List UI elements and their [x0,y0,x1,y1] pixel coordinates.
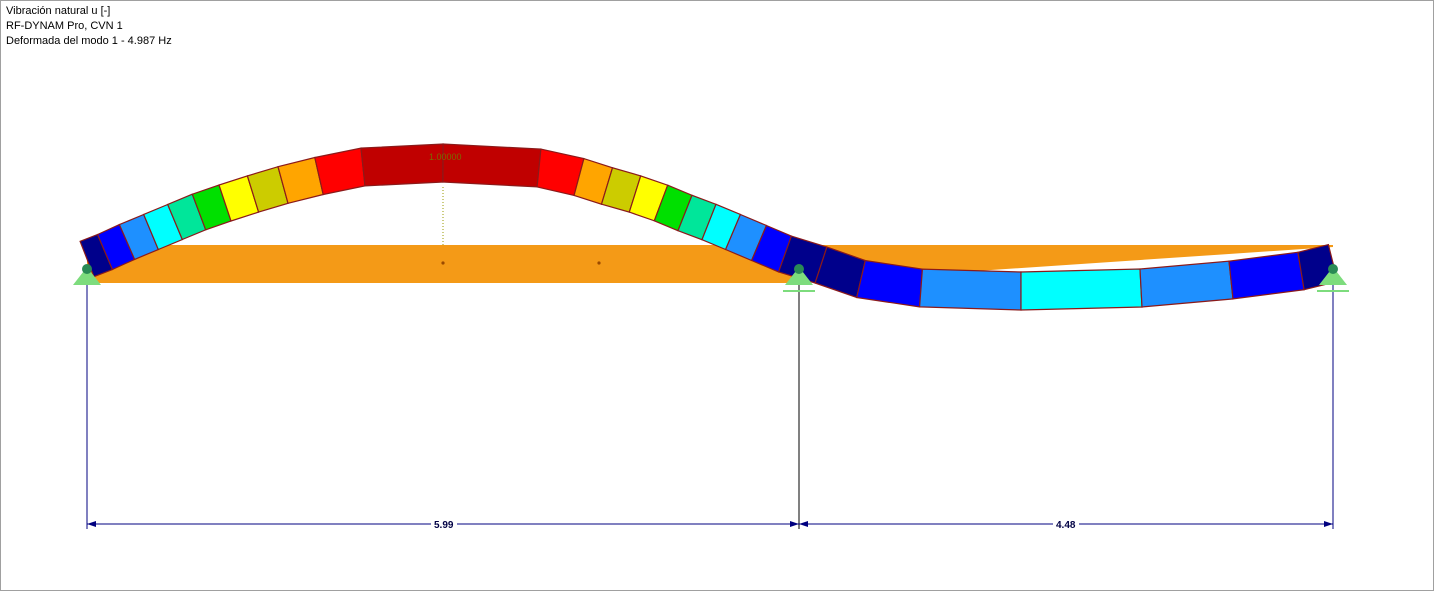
fe-node [441,261,445,265]
support-right[interactable] [1317,264,1349,292]
deformed-segment [855,259,924,308]
deformed-segment [1228,251,1305,300]
roller-support-icon [1319,267,1347,285]
support-middle[interactable] [783,264,815,292]
support-node-icon [794,264,804,274]
deformed-segment [360,143,444,187]
deformed-segment [442,143,542,188]
roller-support-icon [785,267,813,285]
result-type-label: Vibración natural u [-] [6,5,111,17]
deformed-segment [1020,268,1143,311]
deformed-shape[interactable] [79,143,1339,311]
hinged-support-icon [73,267,101,285]
support-left[interactable] [73,264,101,285]
arrow-icon [87,521,96,527]
dimension-label-bg [431,518,457,530]
span-1-length-label[interactable]: 5.99 [434,520,454,531]
result-info-panel: Vibración natural u [-] RF-DYNAM Pro, CV… [6,4,172,49]
support-node-icon [1328,264,1338,274]
span-2-length-label[interactable]: 4.48 [1056,520,1076,531]
arrow-icon [790,521,799,527]
deformed-segment [314,147,366,196]
arrow-icon [799,521,808,527]
dimension-label-bg [1053,518,1079,530]
load-case-label: RF-DYNAM Pro, CVN 1 [6,20,123,32]
dimension-lines: 5.99 4.48 [86,271,1334,531]
max-value-label: 1.00000 [429,152,462,162]
mode-shape-label: Deformada del modo 1 - 4.987 Hz [6,35,172,47]
deformed-segment [918,268,1022,311]
arrow-icon [1324,521,1333,527]
fe-node [597,261,601,265]
support-node-icon [82,264,92,274]
deformed-segment [1139,260,1234,308]
